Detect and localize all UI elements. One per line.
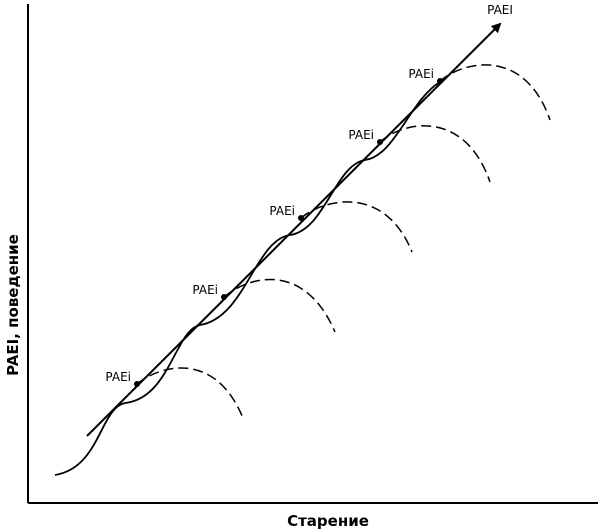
stage-dot (377, 139, 383, 145)
decline-arc (300, 201, 413, 253)
points: PAEi PAEi PAEi PAEi PAEi (105, 67, 443, 387)
lifecycle-curve (54, 81, 441, 476)
stage-dot (134, 381, 140, 387)
axes (27, 4, 598, 504)
decline-arc (136, 367, 244, 419)
stage-label: PAEi (348, 128, 374, 142)
dashed-arcs (136, 64, 551, 419)
stage-dot (298, 215, 304, 221)
stage-dot (221, 294, 227, 300)
stage-label: PAEi (269, 204, 295, 218)
stage-label: PAEi (408, 67, 434, 81)
stage-dot (437, 78, 443, 84)
decline-arc (439, 64, 551, 121)
arrow-label: PAEI (487, 3, 513, 17)
stage-label: PAEi (192, 283, 218, 297)
x-axis-label: Старение (287, 512, 369, 530)
decline-arc (223, 278, 336, 333)
y-axis-label: PAEI, поведение (4, 234, 22, 376)
stage-label: PAEi (105, 370, 131, 384)
trend-arrow (86, 22, 502, 437)
